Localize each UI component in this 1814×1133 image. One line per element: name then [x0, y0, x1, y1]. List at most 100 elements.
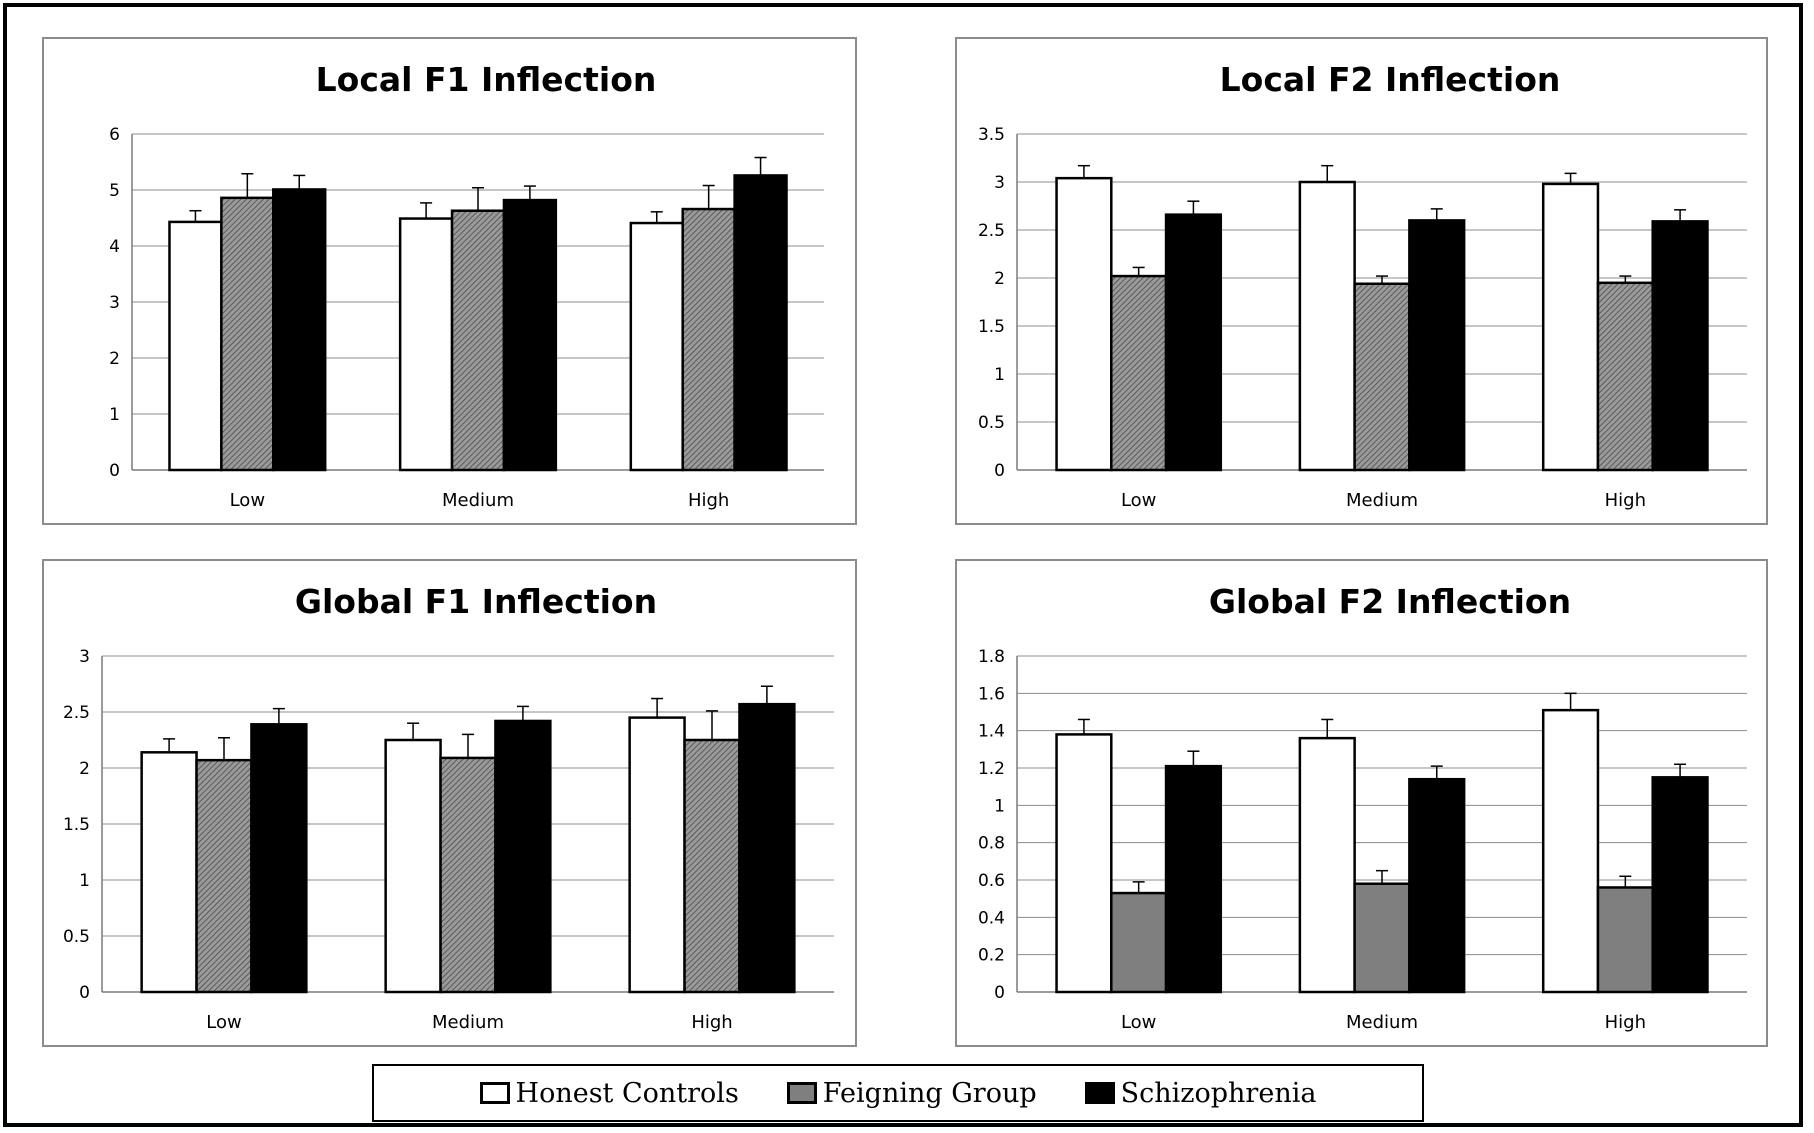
bar-honest-controls-low [140, 751, 198, 994]
y-tick-label: 0 [994, 461, 1005, 481]
chart-title: Local F2 Inflection [1220, 60, 1561, 99]
chart-global-f1: Global F1 Inflection 0 0.5 1 1.5 2 2.5 3 Low Medi… [42, 559, 857, 1047]
bar-feigning-group-high [681, 207, 736, 472]
y-tick-label: 0.5 [63, 927, 90, 947]
bar-feigning-group-medium [439, 756, 497, 994]
bar-honest-controls-high [1541, 182, 1600, 472]
bar-honest-controls-medium [398, 217, 454, 472]
x-tick-label: High [1605, 1012, 1646, 1033]
chart-legend: Honest Controls Feigning Group Schizophr… [372, 1064, 1424, 1122]
x-tick-label: Low [1121, 490, 1156, 511]
x-tick-label: High [691, 1012, 732, 1033]
legend-item-schizophrenia: Schizophrenia [1084, 1077, 1317, 1109]
bar-schizophrenia-medium [502, 198, 558, 472]
y-tick-label: 0.2 [978, 946, 1005, 966]
y-tick-label: 1 [109, 405, 120, 425]
y-tick-label: 3 [79, 647, 90, 667]
x-tick-label: High [688, 490, 729, 511]
bar-feigning-group-low [195, 758, 253, 994]
bar-honest-controls-medium [1298, 736, 1356, 994]
bar-feigning-group-high [1596, 281, 1654, 472]
y-tick-label: 3 [994, 173, 1005, 193]
bar-feigning-group-low [220, 196, 275, 472]
bar-schizophrenia-medium [494, 719, 552, 994]
y-tick-label: 6 [109, 125, 120, 145]
bar-honest-controls-high [629, 221, 684, 472]
bar-feigning-group-high [683, 738, 741, 994]
legend-label: Feigning Group [822, 1077, 1037, 1109]
chart-svg: Local F1 Inflection 0 1 2 3 4 5 6 Low Medium High [109, 60, 824, 511]
legend-label: Schizophrenia [1120, 1077, 1317, 1109]
bar-feigning-group-medium [1353, 882, 1411, 994]
y-tick-label: 0.4 [978, 908, 1005, 928]
y-tick-label: 1.5 [978, 317, 1005, 337]
y-tick-label: 1 [79, 871, 90, 891]
bar-feigning-group-medium [1353, 282, 1411, 472]
legend-swatch-honest-controls [479, 1082, 510, 1104]
y-tick-label: 1.8 [978, 647, 1005, 667]
y-tick-label: 5 [109, 181, 120, 201]
bar-schizophrenia-high [1651, 220, 1709, 472]
bar-schizophrenia-low [250, 723, 308, 994]
bar-honest-controls-medium [384, 738, 442, 994]
y-tick-label: 2 [79, 759, 90, 779]
x-tick-label: Medium [442, 490, 514, 511]
y-tick-label: 1.2 [978, 759, 1005, 779]
bar-schizophrenia-high [733, 174, 788, 472]
bar-honest-controls-low [1055, 733, 1113, 994]
y-tick-label: 3.5 [978, 125, 1005, 145]
y-tick-label: 1.6 [978, 684, 1005, 704]
y-tick-label: 1 [994, 796, 1005, 816]
x-tick-label: Low [206, 1012, 241, 1033]
bar-honest-controls-high [1541, 708, 1600, 994]
bar-feigning-group-high [1596, 886, 1654, 994]
legend-swatch-feigning-group [786, 1082, 817, 1104]
y-tick-label: 2 [109, 349, 120, 369]
bar-schizophrenia-high [738, 702, 796, 994]
y-tick-label: 0 [994, 983, 1005, 1003]
bar-honest-controls-low [1055, 176, 1113, 472]
y-tick-label: 1.5 [63, 815, 90, 835]
bar-schizophrenia-low [1164, 213, 1223, 472]
legend-item-honest-controls: Honest Controls [479, 1078, 739, 1109]
y-tick-label: 4 [109, 237, 120, 257]
bar-schizophrenia-low [272, 188, 327, 472]
legend-swatch-schizophrenia [1084, 1082, 1115, 1104]
bar-schizophrenia-medium [1408, 777, 1466, 994]
bar-feigning-group-low [1110, 274, 1168, 472]
y-tick-label: 2.5 [63, 703, 90, 723]
chart-title: Global F1 Inflection [295, 582, 657, 621]
y-tick-label: 1 [994, 365, 1005, 385]
y-tick-label: 0.5 [978, 413, 1005, 433]
x-tick-label: Medium [432, 1012, 504, 1033]
y-tick-label: 0 [109, 461, 120, 481]
chart-svg: Local F2 Inflection 0 0.5 1 1.5 2 2.5 3 3.5 Low Me… [978, 60, 1747, 511]
bar-honest-controls-low [168, 220, 223, 472]
x-tick-label: Low [230, 490, 265, 511]
bar-schizophrenia-high [1651, 776, 1709, 994]
chart-svg: Global F2 Inflection 0 0.2 0.4 0.6 0.8 1 1.2 1.4… [978, 582, 1747, 1033]
x-tick-label: High [1605, 490, 1646, 511]
y-tick-label: 0.6 [978, 871, 1005, 891]
y-tick-label: 1.4 [978, 722, 1005, 742]
legend-item-feigning-group: Feigning Group [786, 1077, 1037, 1109]
chart-global-f2: Global F2 Inflection 0 0.2 0.4 0.6 0.8 1 1.2 1.4… [955, 559, 1768, 1047]
y-tick-label: 0.8 [978, 834, 1005, 854]
y-tick-label: 0 [79, 983, 90, 1003]
chart-svg: Global F1 Inflection 0 0.5 1 1.5 2 2.5 3 Low Medi… [63, 582, 834, 1033]
chart-local-f1: Local F1 Inflection 0 1 2 3 4 5 6 Low Medium High [42, 37, 857, 525]
chart-title: Local F1 Inflection [316, 60, 657, 99]
x-tick-label: Low [1121, 1012, 1156, 1033]
bar-schizophrenia-low [1164, 764, 1223, 994]
bar-honest-controls-medium [1298, 180, 1356, 472]
bar-feigning-group-low [1110, 891, 1168, 994]
bar-honest-controls-high [628, 716, 686, 994]
y-tick-label: 2.5 [978, 221, 1005, 241]
bar-schizophrenia-medium [1408, 219, 1466, 472]
chart-local-f2: Local F2 Inflection 0 0.5 1 1.5 2 2.5 3 3.5 Low Me… [955, 37, 1768, 525]
y-tick-label: 3 [109, 293, 120, 313]
x-tick-label: Medium [1346, 1012, 1418, 1033]
bar-feigning-group-medium [450, 209, 506, 472]
x-tick-label: Medium [1346, 490, 1418, 511]
chart-title: Global F2 Inflection [1209, 582, 1571, 621]
